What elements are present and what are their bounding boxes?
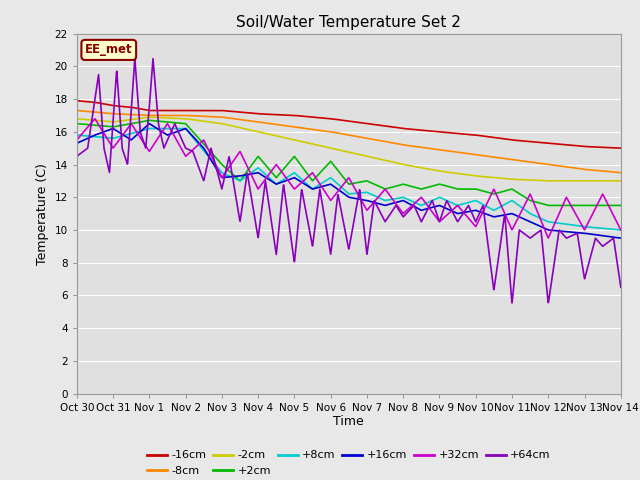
-2cm [502, 176, 509, 181]
-2cm [100, 118, 108, 124]
+32cm [544, 235, 552, 240]
+16cm [601, 233, 609, 239]
+2cm [100, 123, 108, 129]
-2cm [73, 116, 81, 121]
-2cm [602, 178, 609, 184]
Line: -8cm: -8cm [77, 110, 621, 173]
+64cm [502, 219, 509, 225]
+32cm [602, 196, 609, 202]
-8cm [601, 168, 609, 174]
+2cm [323, 162, 331, 168]
+2cm [617, 203, 625, 208]
+8cm [502, 201, 509, 207]
+2cm [338, 172, 346, 178]
+32cm [502, 212, 509, 218]
+64cm [323, 230, 331, 236]
+64cm [602, 241, 609, 247]
-2cm [146, 114, 154, 120]
+2cm [602, 203, 609, 208]
-16cm [601, 144, 609, 150]
+8cm [146, 126, 154, 132]
-8cm [323, 128, 331, 134]
+32cm [323, 192, 331, 198]
Text: EE_met: EE_met [85, 43, 132, 56]
+64cm [338, 210, 346, 216]
Line: +2cm: +2cm [77, 120, 621, 205]
-8cm [100, 110, 108, 116]
Legend: -16cm, -8cm, -2cm, +2cm, +8cm, +16cm, +32cm, +64cm: -16cm, -8cm, -2cm, +2cm, +8cm, +16cm, +3… [143, 446, 555, 480]
-2cm [338, 148, 346, 154]
-8cm [501, 156, 509, 162]
+2cm [502, 188, 509, 194]
+16cm [73, 140, 81, 146]
Line: +16cm: +16cm [77, 124, 621, 238]
Y-axis label: Temperature (C): Temperature (C) [36, 163, 49, 264]
-8cm [73, 108, 81, 113]
+32cm [91, 116, 99, 122]
Line: +8cm: +8cm [77, 129, 621, 230]
+64cm [602, 241, 609, 247]
+32cm [338, 184, 346, 190]
+32cm [101, 132, 109, 138]
-16cm [100, 101, 108, 107]
-2cm [545, 178, 552, 184]
+2cm [602, 203, 609, 208]
+16cm [617, 235, 625, 241]
Line: +64cm: +64cm [77, 59, 621, 303]
-16cm [601, 144, 609, 150]
-8cm [617, 170, 625, 176]
-16cm [337, 117, 345, 123]
-16cm [501, 136, 509, 142]
+16cm [602, 233, 609, 239]
+32cm [602, 197, 609, 203]
-2cm [323, 144, 331, 150]
X-axis label: Time: Time [333, 415, 364, 429]
+64cm [149, 56, 157, 61]
+32cm [73, 137, 81, 143]
+2cm [545, 203, 552, 208]
-8cm [337, 131, 345, 137]
+8cm [602, 226, 609, 231]
-2cm [602, 178, 609, 184]
+64cm [100, 148, 108, 154]
-16cm [323, 116, 331, 121]
Title: Soil/Water Temperature Set 2: Soil/Water Temperature Set 2 [236, 15, 461, 30]
Line: -2cm: -2cm [77, 117, 621, 181]
-16cm [73, 98, 81, 104]
-16cm [617, 145, 625, 151]
Line: +32cm: +32cm [77, 119, 621, 238]
-8cm [601, 168, 609, 174]
+64cm [617, 284, 625, 290]
+8cm [323, 177, 331, 183]
+16cm [100, 129, 108, 134]
+8cm [73, 132, 81, 138]
+16cm [338, 189, 346, 195]
+8cm [601, 226, 609, 231]
+8cm [338, 185, 346, 191]
+16cm [323, 182, 331, 188]
+64cm [508, 300, 516, 306]
+2cm [73, 120, 81, 126]
Line: -16cm: -16cm [77, 101, 621, 148]
-2cm [617, 178, 625, 184]
+64cm [73, 154, 81, 159]
+8cm [100, 135, 108, 141]
+8cm [617, 227, 625, 233]
+16cm [146, 121, 154, 127]
+2cm [146, 118, 154, 123]
+16cm [502, 212, 509, 217]
+32cm [617, 227, 625, 233]
